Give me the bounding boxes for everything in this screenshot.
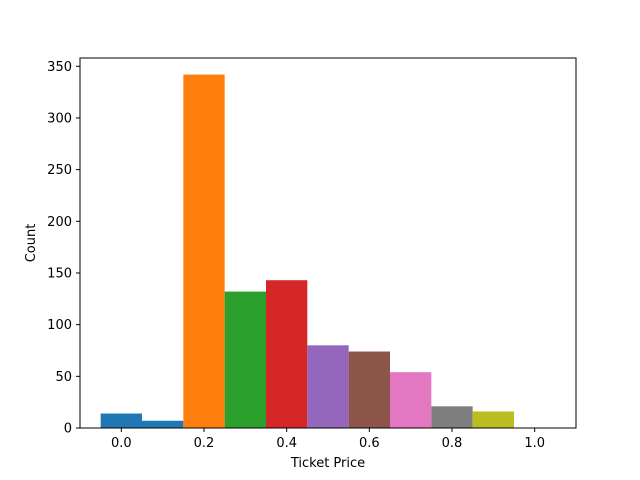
- y-tick-label-3: 150: [47, 266, 72, 281]
- bar-8: [431, 406, 473, 428]
- x-tick-label-4: 0.8: [442, 436, 463, 451]
- x-tick-label-3: 0.6: [359, 436, 380, 451]
- x-tick-label-1: 0.2: [194, 436, 215, 451]
- bar-3: [224, 291, 266, 428]
- y-tick-label-0: 0: [64, 422, 72, 437]
- y-axis-label: Count: [24, 224, 39, 263]
- y-axis: 0 50 100 150 200 250 300 350: [47, 60, 80, 437]
- bar-2: [183, 74, 225, 428]
- plot-frame: [79, 57, 577, 429]
- bar-0: [100, 413, 142, 428]
- x-tick-label-2: 0.4: [276, 436, 297, 451]
- y-tick-label-7: 350: [47, 60, 72, 75]
- bar-5: [307, 345, 349, 428]
- bar-6: [348, 351, 390, 428]
- bar-4: [266, 280, 308, 428]
- y-tick-label-6: 300: [47, 111, 72, 126]
- x-axis: 0.0 0.2 0.4 0.6 0.8 1.0: [111, 428, 545, 451]
- bar-9: [472, 411, 514, 428]
- bar-7: [390, 372, 432, 428]
- x-tick-label-5: 1.0: [524, 436, 545, 451]
- x-tick-label-0: 0.0: [111, 436, 132, 451]
- x-axis-label: Ticket Price: [290, 456, 365, 471]
- y-tick-label-2: 100: [47, 318, 72, 333]
- bar-1: [142, 420, 184, 428]
- y-tick-label-4: 200: [47, 215, 72, 230]
- y-tick-label-5: 250: [47, 163, 72, 178]
- bars-group: [100, 74, 514, 428]
- y-tick-label-1: 50: [55, 370, 72, 385]
